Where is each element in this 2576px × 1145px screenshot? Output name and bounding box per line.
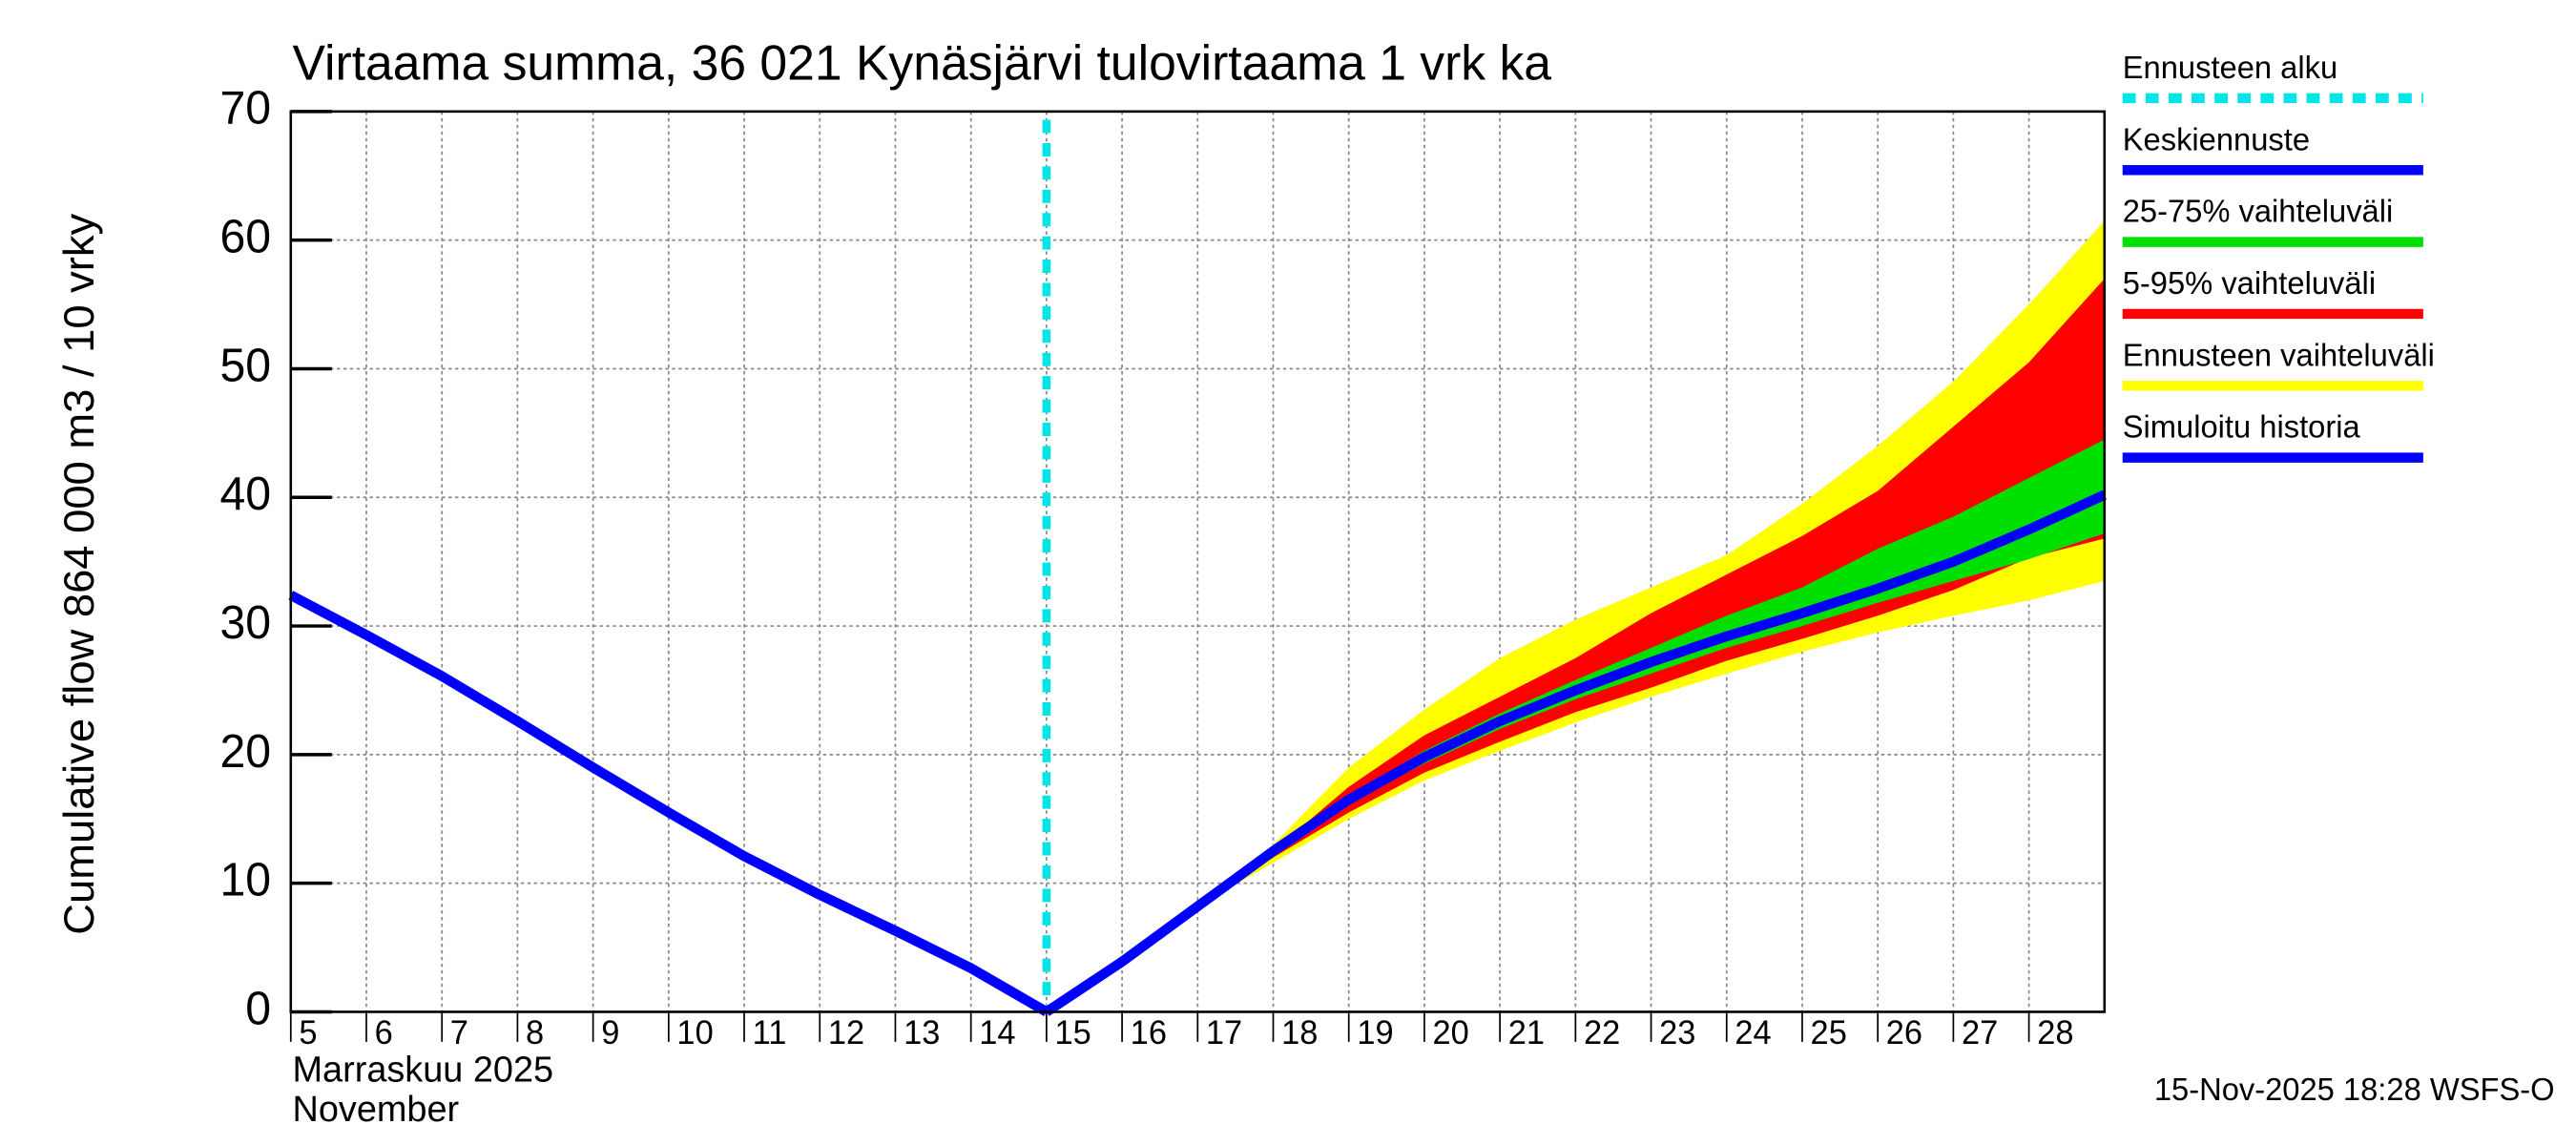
x-tick-label: 28	[2037, 1015, 2073, 1051]
x-tick-label: 17	[1206, 1015, 1242, 1051]
line	[1044, 489, 2107, 1016]
band	[1197, 439, 2105, 906]
x-tick-label: 15	[1054, 1015, 1091, 1051]
x-axis-label: Marraskuu 2025	[293, 1049, 554, 1090]
y-tick-label: 30	[219, 597, 271, 649]
chart-title: Virtaama summa, 36 021 Kynäsjärvi tulovi…	[293, 35, 1552, 91]
x-tick-label: 25	[1811, 1015, 1847, 1051]
y-tick-label: 50	[219, 340, 271, 391]
x-tick-label: 27	[1962, 1015, 1998, 1051]
legend-label: 5-95% vaihteluväli	[2123, 265, 2376, 301]
y-tick-label: 40	[219, 468, 271, 520]
x-tick-label: 26	[1886, 1015, 1922, 1051]
line	[288, 591, 1049, 1017]
x-tick-label: 13	[904, 1015, 940, 1051]
y-tick-label: 0	[245, 983, 271, 1034]
y-tick-label: 60	[219, 211, 271, 262]
legend-label: Ennusteen alku	[2123, 50, 2337, 85]
y-tick-label: 20	[219, 725, 271, 777]
x-tick-label: 12	[828, 1015, 864, 1051]
band	[1197, 279, 2105, 906]
x-tick-label: 19	[1357, 1015, 1393, 1051]
legend-label: 25-75% vaihteluväli	[2123, 194, 2394, 229]
y-axis-label: Cumulative flow 864 000 m3 / 10 vrky	[54, 213, 103, 934]
y-tick-label: 70	[219, 82, 271, 134]
x-tick-label: 21	[1508, 1015, 1545, 1051]
x-tick-label: 24	[1735, 1015, 1771, 1051]
x-tick-label: 5	[299, 1015, 317, 1051]
x-tick-label: 18	[1281, 1015, 1318, 1051]
band	[1197, 220, 2105, 906]
x-tick-label: 9	[601, 1015, 619, 1051]
legend-label: Simuloitu historia	[2123, 409, 2361, 445]
legend-label: Ennusteen vaihteluväli	[2123, 337, 2435, 372]
x-axis-label: November	[293, 1089, 460, 1130]
x-tick-label: 6	[375, 1015, 393, 1051]
x-tick-label: 8	[526, 1015, 544, 1051]
legend-label: Keskiennuste	[2123, 121, 2310, 156]
x-tick-label: 14	[979, 1015, 1015, 1051]
x-tick-label: 16	[1131, 1015, 1167, 1051]
x-tick-label: 7	[450, 1015, 468, 1051]
x-tick-label: 23	[1659, 1015, 1695, 1051]
x-tick-label: 10	[676, 1015, 713, 1051]
x-tick-label: 20	[1433, 1015, 1469, 1051]
x-tick-label: 22	[1584, 1015, 1620, 1051]
x-tick-label: 11	[753, 1015, 787, 1051]
timestamp: 15-Nov-2025 18:28 WSFS-O	[2154, 1072, 2555, 1107]
y-tick-label: 10	[219, 854, 271, 906]
plot-frame	[289, 110, 2107, 1013]
